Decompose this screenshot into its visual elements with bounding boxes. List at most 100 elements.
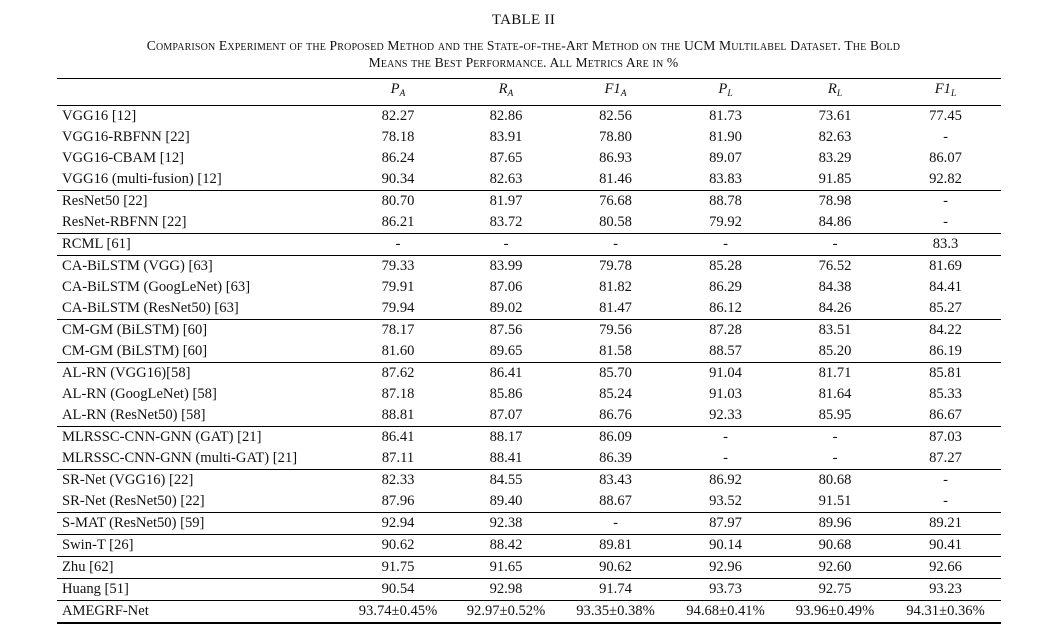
metric-cell: 93.74±0.45% bbox=[344, 600, 452, 624]
metric-cell: 94.68±0.41% bbox=[671, 600, 780, 624]
metric-cell: 82.27 bbox=[381, 108, 415, 124]
metric-cell: 88.81 bbox=[381, 407, 415, 423]
metric-cell: 82.63 bbox=[818, 129, 852, 145]
metric-cell: - bbox=[780, 233, 890, 256]
metric-cell: 90.34 bbox=[381, 171, 415, 187]
metric-cell: 83.29 bbox=[818, 150, 852, 166]
method-cell: CA-BiLSTM (VGG) [63] bbox=[57, 255, 344, 277]
metric-cell: 81.82 bbox=[599, 279, 632, 295]
metric-cell: 77.45 bbox=[929, 108, 962, 124]
metric-cell: 85.86 bbox=[489, 386, 523, 402]
table-row: RCML [61] - - - - -83.3 bbox=[57, 233, 1001, 256]
metric-cell: 79.78 bbox=[560, 255, 671, 277]
metric-cell: 89.07 bbox=[709, 150, 742, 166]
metric-cell: 90.62 bbox=[560, 556, 671, 579]
method-cell: Swin-T [26] bbox=[57, 534, 344, 557]
header-f1-a: F1A bbox=[560, 78, 671, 106]
method-cell: RCML [61] bbox=[57, 233, 344, 256]
metric-cell: 86.76 bbox=[599, 407, 632, 423]
metric-cell: 85.28 bbox=[671, 255, 780, 277]
method-cell: AL-RN (GoogLeNet) [58] bbox=[62, 386, 217, 402]
metric-cell: 88.41 bbox=[489, 450, 523, 466]
metric-cell: 83.83 bbox=[709, 171, 742, 187]
metric-cell: 78.80 bbox=[599, 129, 632, 145]
table-row: CA-BiLSTM (ResNet50) [63] 79.94 89.02 81.47… bbox=[57, 298, 1001, 320]
table-row: S-MAT (ResNet50) [59] 92.94 92.38-87.97 89.… bbox=[57, 512, 1001, 535]
metric-cell: 91.51 bbox=[818, 493, 852, 509]
table-row: Swin-T [26] 90.62 88.42 89.81 90.14 90.68 90.4… bbox=[57, 534, 1001, 557]
comparison-table: PA RA F1A PL RL F1L VGG16 [12] 82.27 82.86… bbox=[57, 78, 1001, 624]
table-row: VGG16 (multi-fusion) [12] 90.34 82.63 81.46… bbox=[57, 169, 1001, 191]
method-cell: ResNet50 [22] bbox=[57, 190, 344, 212]
metric-cell: 79.94 bbox=[381, 300, 415, 316]
metric-cell: 86.93 bbox=[599, 150, 632, 166]
table-row: AL-RN (VGG16)[58] 87.62 86.41 85.70 91.04 81.… bbox=[57, 362, 1001, 384]
metric-cell: 86.12 bbox=[709, 300, 742, 316]
header-r-a: RA bbox=[452, 78, 560, 106]
metric-cell: 91.65 bbox=[452, 556, 560, 579]
metric-cell: 87.62 bbox=[344, 362, 452, 384]
metric-cell: 81.97 bbox=[452, 190, 560, 212]
metric-cell: - bbox=[560, 233, 671, 256]
metric-cell: 92.94 bbox=[344, 512, 452, 535]
metric-cell: 81.47 bbox=[599, 300, 632, 316]
metric-cell: 91.74 bbox=[560, 578, 671, 601]
metric-cell: 81.58 bbox=[599, 343, 632, 359]
metric-cell: 85.81 bbox=[890, 362, 1001, 384]
metric-cell: 86.24 bbox=[381, 150, 415, 166]
metric-cell: 93.52 bbox=[709, 493, 742, 509]
metric-cell: 85.70 bbox=[560, 362, 671, 384]
metric-cell: 79.92 bbox=[709, 214, 742, 230]
method-cell: MLRSSC-CNN-GNN (GAT) [21] bbox=[57, 426, 344, 448]
metric-cell: 73.61 bbox=[818, 108, 852, 124]
metric-cell: 83.3 bbox=[890, 233, 1001, 256]
method-cell: Huang [51] bbox=[57, 578, 344, 601]
metric-cell: 87.11 bbox=[381, 450, 415, 466]
header-sub: L bbox=[727, 89, 733, 99]
metric-cell: 88.57 bbox=[709, 343, 742, 359]
metric-cell: 84.22 bbox=[890, 319, 1001, 341]
method-cell: VGG16-CBAM [12] bbox=[62, 150, 185, 166]
metric-cell: 85.20 bbox=[818, 343, 852, 359]
header-sub: L bbox=[836, 89, 843, 99]
metric-cell: 81.90 bbox=[709, 129, 742, 145]
method-cell: CM-GM (BiLSTM) [60] bbox=[57, 319, 344, 341]
metric-cell: 78.98 bbox=[780, 190, 890, 212]
table-caption-line-2: Means the Best Performance. All Metrics … bbox=[368, 55, 679, 70]
metric-cell: 92.96 bbox=[671, 556, 780, 579]
table-row: CA-BiLSTM (VGG) [63] 79.33 83.99 79.78 85.28… bbox=[57, 255, 1001, 277]
metric-cell: 92.98 bbox=[452, 578, 560, 601]
metric-cell: - bbox=[943, 493, 948, 509]
metric-cell: 93.73 bbox=[671, 578, 780, 601]
metric-cell: 86.19 bbox=[929, 343, 962, 359]
method-cell: SR-Net (ResNet50) [22] bbox=[62, 493, 205, 509]
metric-cell: 90.14 bbox=[671, 534, 780, 557]
metric-cell: 84.38 bbox=[818, 279, 852, 295]
table-row: AMEGRF-Net 93.74±0.45% 92.97±0.52% 93.35±0.… bbox=[57, 600, 1001, 624]
table-row: SR-Net (ResNet50) [22] 87.96 89.40 88.67 93.… bbox=[57, 491, 1001, 513]
metric-cell: 89.02 bbox=[489, 300, 523, 316]
metric-cell: 79.91 bbox=[381, 279, 415, 295]
method-cell: MLRSSC-CNN-GNN (multi-GAT) [21] bbox=[62, 450, 298, 466]
metric-cell: 86.39 bbox=[599, 450, 632, 466]
table-caption-line-1: Comparison Experiment of the Proposed Me… bbox=[146, 38, 901, 53]
metric-cell: - bbox=[943, 214, 948, 230]
metric-cell: 86.29 bbox=[709, 279, 742, 295]
metric-cell: 86.92 bbox=[671, 469, 780, 491]
metric-cell: 85.33 bbox=[929, 386, 962, 402]
metric-cell: 90.41 bbox=[890, 534, 1001, 557]
metric-cell: 81.71 bbox=[780, 362, 890, 384]
header-base: P bbox=[390, 81, 400, 97]
metric-cell: 92.38 bbox=[452, 512, 560, 535]
metric-cell: 89.65 bbox=[489, 343, 523, 359]
method-cell: CM-GM (BiLSTM) [60] bbox=[62, 343, 208, 359]
metric-cell: 87.18 bbox=[381, 386, 415, 402]
metric-cell: 81.60 bbox=[381, 343, 415, 359]
header-f1-l: F1L bbox=[890, 78, 1001, 106]
table-body: VGG16 [12] 82.27 82.86 82.56 81.73 73.61 77.45… bbox=[57, 106, 1001, 624]
method-cell: AMEGRF-Net bbox=[57, 600, 344, 624]
metric-cell: 84.26 bbox=[818, 300, 852, 316]
metric-cell: 86.41 bbox=[344, 426, 452, 448]
metric-cell: - bbox=[671, 233, 780, 256]
metric-cell: 92.60 bbox=[780, 556, 890, 579]
